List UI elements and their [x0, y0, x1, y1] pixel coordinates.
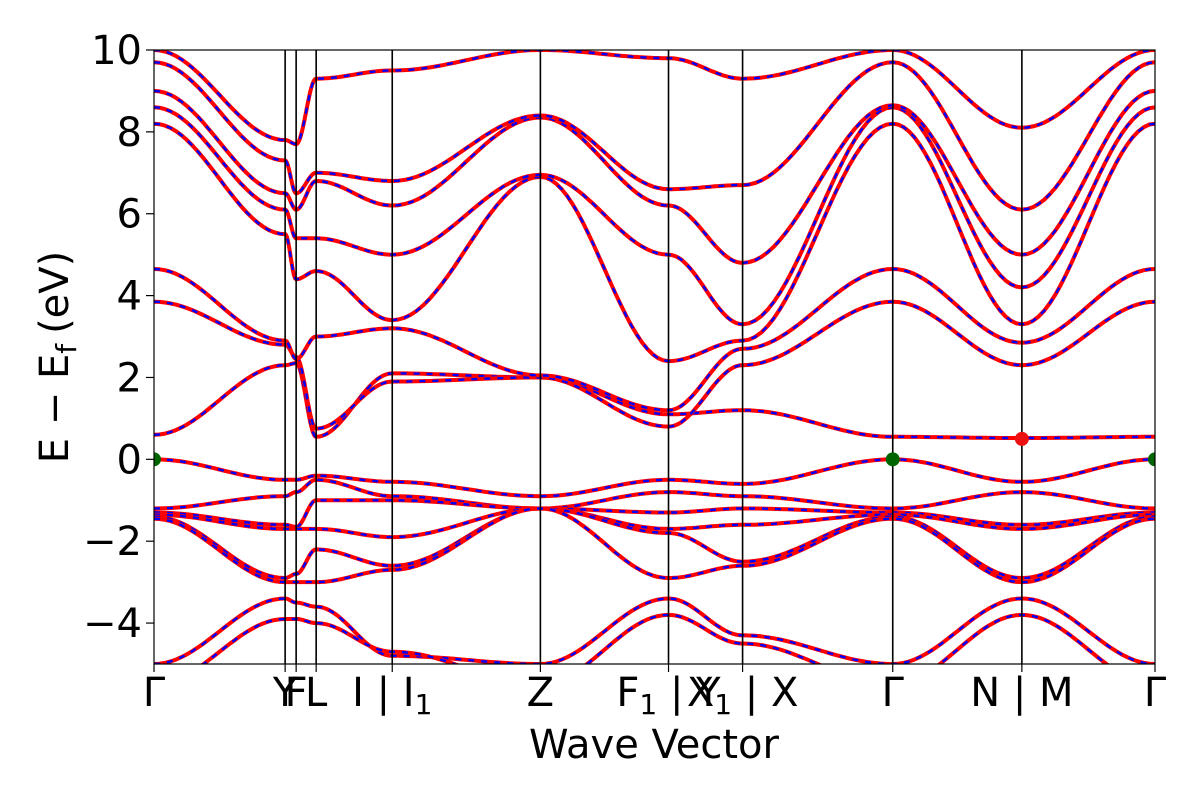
band-line	[154, 498, 1155, 529]
y-tick-label: 4	[117, 274, 142, 320]
band-line-overlay	[154, 499, 1155, 529]
vbm-marker	[1148, 452, 1155, 467]
band-line	[154, 121, 1155, 364]
x-tick-label: N | M	[970, 670, 1073, 716]
x-tick-label: Γ	[1144, 670, 1167, 716]
band-line	[154, 50, 1155, 147]
y-tick-label: 8	[117, 110, 142, 156]
band-line-overlay	[154, 106, 1155, 326]
extrema-markers	[154, 431, 1155, 467]
bands-layer	[154, 50, 1155, 664]
x-tick-label: Γ	[143, 670, 166, 716]
y-axis-label-main: E − E	[32, 354, 78, 464]
x-tick-label: F1 | Y	[616, 670, 721, 721]
kpoint-lines	[284, 50, 1023, 664]
y-tick-label: −4	[83, 601, 142, 647]
x-tick-label: Γ	[882, 670, 905, 716]
band-line-overlay	[154, 61, 1155, 211]
vbm-marker	[885, 452, 900, 467]
vbm-marker	[154, 452, 161, 467]
cbm-marker	[1014, 431, 1029, 446]
band-line-overlay	[154, 122, 1155, 363]
band-line	[154, 596, 1155, 664]
x-tick-label: Y	[272, 670, 298, 716]
y-axis-label-unit: (eV)	[32, 251, 78, 334]
y-ticks: 10 8 6 4 2 0 −2 −4	[83, 28, 154, 647]
band-line-overlay	[154, 597, 1155, 664]
band-line-overlay	[154, 361, 1155, 440]
band-line	[154, 105, 1155, 327]
x-tick-label: L	[305, 670, 328, 716]
band-line-overlay	[154, 50, 1155, 146]
y-tick-label: 0	[117, 437, 142, 483]
x-axis-label: Wave Vector	[529, 722, 780, 768]
band-line	[154, 477, 1155, 511]
y-axis-label: E − Ef (eV)	[32, 251, 83, 464]
y-tick-label: 6	[117, 192, 142, 238]
x-tick-label: Z	[527, 670, 554, 716]
x-ticks: Γ YFL I | I1 Z F1 | YX1 | X Γ N | M Γ	[143, 664, 1167, 721]
y-tick-label: 10	[91, 28, 142, 74]
band-line-overlay	[201, 613, 1109, 664]
x-tick-label: F	[285, 670, 308, 716]
y-axis-label-sub: f	[50, 343, 83, 354]
y-tick-label: −2	[83, 519, 142, 565]
plot-frame	[153, 49, 1156, 665]
y-tick-label: 2	[117, 355, 142, 401]
x-tick-label: X1 | X	[687, 670, 799, 721]
x-tick-label: I | I1	[352, 670, 432, 721]
